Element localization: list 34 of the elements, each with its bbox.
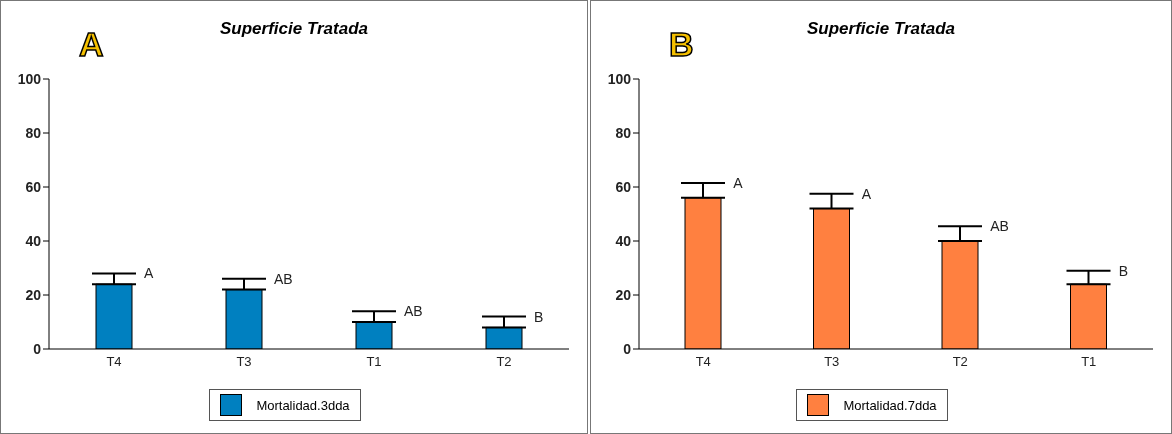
x-tick-label: T2 [496,354,512,370]
x-tick-label: T1 [1081,354,1097,370]
chart-title: Superficie Tratada [219,19,369,38]
y-tick-label: 0 [623,340,632,357]
y-tick-label: 100 [17,70,42,87]
y-tick-label: 0 [33,340,42,357]
y-tick-label: 100 [607,70,632,87]
y-tick-label: 60 [615,178,632,195]
x-tick-label: T4 [695,354,711,370]
legend-label: Mortalidad.7dda [843,397,937,413]
text: B [669,25,694,64]
annotation: AB [404,303,423,320]
legend-label: Mortalidad.3dda [256,397,350,413]
annotation: A [733,174,744,191]
y-tick-label: 60 [25,178,42,195]
annotation: AB [274,270,293,287]
annotation: AB [990,218,1009,235]
annotation: A [144,265,154,282]
x-tick-label: T2 [952,354,968,370]
text: A [79,25,104,64]
x-tick-label: T3 [824,354,840,370]
annotation: B [534,308,544,325]
x-tick-label: T1 [366,354,382,370]
y-tick-label: 20 [25,286,42,303]
annotation: B [1118,262,1129,279]
y-tick-label: 80 [615,124,632,141]
y-tick-label: 40 [615,232,632,249]
chart-title: Superficie Tratada [806,19,956,38]
y-tick-label: 80 [25,124,42,141]
x-tick-label: T4 [106,354,122,370]
x-tick-label: T3 [236,354,252,370]
y-tick-label: 40 [25,232,42,249]
y-tick-label: 20 [615,286,632,303]
annotation: A [861,185,872,202]
